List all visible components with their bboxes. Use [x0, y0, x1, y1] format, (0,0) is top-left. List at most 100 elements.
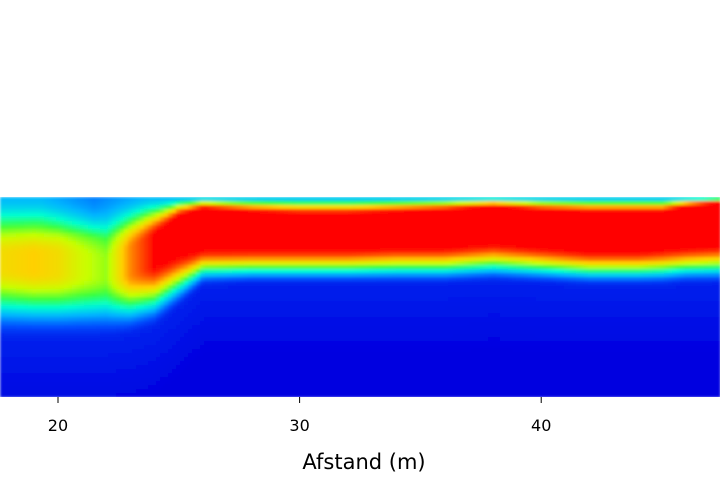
heatmap-cell	[344, 293, 349, 298]
heatmap-cell	[320, 237, 325, 242]
heatmap-cell	[396, 281, 401, 286]
heatmap-cell	[64, 369, 69, 374]
heatmap-cell	[236, 277, 241, 282]
heatmap-cell	[380, 225, 385, 230]
heatmap-cell	[216, 285, 221, 290]
heatmap-cell	[36, 325, 41, 330]
heatmap-cell	[284, 209, 289, 214]
heatmap-cell	[196, 245, 201, 250]
heatmap-cell	[180, 249, 185, 254]
heatmap-cell	[356, 325, 361, 330]
heatmap-cell	[16, 273, 21, 278]
heatmap-cell	[88, 389, 93, 394]
heatmap-cell	[288, 289, 293, 294]
heatmap-cell	[220, 229, 225, 234]
heatmap-cell	[332, 305, 337, 310]
heatmap-cell	[300, 341, 305, 346]
heatmap-cell	[348, 241, 353, 246]
heatmap-cell	[352, 265, 357, 270]
heatmap-cell	[316, 389, 321, 394]
heatmap-cell	[204, 377, 209, 382]
heatmap-cell	[300, 257, 305, 262]
heatmap-cell	[168, 265, 173, 270]
heatmap-cell	[352, 353, 357, 358]
heatmap-cell	[396, 349, 401, 354]
heatmap-cell	[0, 269, 5, 274]
heatmap-cell	[120, 317, 125, 322]
heatmap-cell	[8, 389, 13, 394]
heatmap-cell	[296, 241, 301, 246]
heatmap-cell	[304, 357, 309, 362]
heatmap-cell	[388, 205, 393, 210]
heatmap-cell	[88, 365, 93, 370]
heatmap-cell	[48, 253, 53, 258]
heatmap-cell	[124, 197, 129, 202]
heatmap-cell	[272, 377, 277, 382]
heatmap-cell	[292, 257, 297, 262]
heatmap-cell	[24, 297, 29, 302]
heatmap-cell	[252, 213, 257, 218]
heatmap-cell	[268, 389, 273, 394]
heatmap-cell	[28, 293, 33, 298]
heatmap-cell	[288, 241, 293, 246]
heatmap-cell	[324, 237, 329, 242]
heatmap-cell	[320, 205, 325, 210]
heatmap-cell	[272, 337, 277, 342]
heatmap-cell	[156, 297, 161, 302]
heatmap-cell	[12, 325, 17, 330]
heatmap-cell	[328, 233, 333, 238]
heatmap-cell	[392, 337, 397, 342]
heatmap-cell	[200, 249, 205, 254]
heatmap-cell	[172, 229, 177, 234]
heatmap-cell	[128, 273, 133, 278]
heatmap-cell	[48, 293, 53, 298]
heatmap-cell	[240, 349, 245, 354]
heatmap-cell	[388, 221, 393, 226]
heatmap-cell	[156, 373, 161, 378]
heatmap-cell	[388, 349, 393, 354]
heatmap-cell	[180, 261, 185, 266]
heatmap-cell	[220, 341, 225, 346]
heatmap-cell	[328, 205, 333, 210]
heatmap-cell	[176, 377, 181, 382]
heatmap-cell	[32, 349, 37, 354]
heatmap-cell	[36, 229, 41, 234]
heatmap-cell	[132, 373, 137, 378]
heatmap-cell	[248, 317, 253, 322]
heatmap-cell	[44, 361, 49, 366]
heatmap-cell	[60, 201, 65, 206]
heatmap-cell	[216, 269, 221, 274]
heatmap-cell	[344, 233, 349, 238]
heatmap-cell	[380, 217, 385, 222]
heatmap-cell	[288, 249, 293, 254]
heatmap-cell	[208, 349, 213, 354]
heatmap-cell	[308, 269, 313, 274]
heatmap-cell	[64, 321, 69, 326]
heatmap-cell	[268, 225, 273, 230]
heatmap-cell	[392, 325, 397, 330]
heatmap-cell	[252, 197, 257, 202]
heatmap-cell	[288, 237, 293, 242]
heatmap-cell	[348, 393, 353, 397]
heatmap-cell	[140, 301, 145, 306]
heatmap-cell	[64, 325, 69, 330]
heatmap-cell	[384, 393, 389, 397]
heatmap-cell	[276, 357, 281, 362]
heatmap-cell	[136, 281, 141, 286]
heatmap-cell	[336, 229, 341, 234]
heatmap-cell	[56, 221, 61, 226]
heatmap-cell	[240, 217, 245, 222]
heatmap-cell	[312, 389, 317, 394]
heatmap-cell	[240, 257, 245, 262]
heatmap-cell	[20, 301, 25, 306]
heatmap-cell	[0, 377, 5, 382]
heatmap-cell	[272, 233, 277, 238]
heatmap-cell	[260, 309, 265, 314]
heatmap-cell	[164, 325, 169, 330]
heatmap-cell	[212, 205, 217, 210]
heatmap-cell	[108, 217, 113, 222]
heatmap-cell	[52, 357, 57, 362]
heatmap-cell	[16, 281, 21, 286]
heatmap-cell	[228, 317, 233, 322]
heatmap-cell	[84, 285, 89, 290]
